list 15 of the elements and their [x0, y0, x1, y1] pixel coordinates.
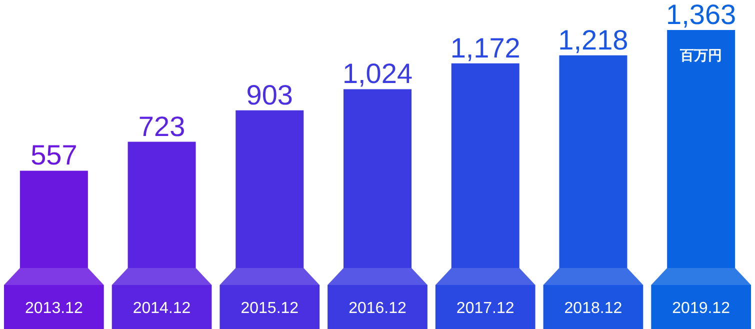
- data-label: 557: [30, 140, 78, 171]
- x-tick-label: 2014.12: [132, 300, 191, 317]
- data-label: 1,172: [450, 32, 520, 64]
- data-label: 903: [246, 79, 293, 110]
- x-tick-label: 2017.12: [456, 300, 514, 317]
- annotation: 百万円: [679, 47, 722, 63]
- x-tick-label: 2019.12: [672, 300, 730, 317]
- data-label: 1,363: [666, 0, 736, 30]
- data-label: 723: [138, 110, 186, 142]
- x-tick-label: 2016.12: [348, 300, 407, 317]
- x-tick-label: 2013.12: [25, 300, 83, 317]
- x-tick-label: 2015.12: [240, 300, 299, 317]
- data-label: 1,218: [558, 24, 628, 56]
- data-label: 1,024: [342, 58, 413, 90]
- x-tick-label: 2018.12: [564, 300, 622, 317]
